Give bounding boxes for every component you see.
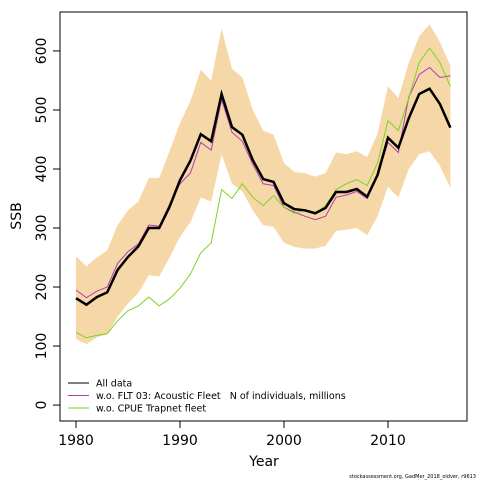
series-line xyxy=(75,47,451,339)
y-tick-label: 200 xyxy=(34,274,50,301)
x-tick-label: 1980 xyxy=(58,433,94,449)
x-tick-label: 1990 xyxy=(162,433,198,449)
y-tick-label: 600 xyxy=(34,38,50,65)
plot-frame xyxy=(59,11,468,422)
y-tick-label: 100 xyxy=(34,333,50,360)
y-tick-label: 0 xyxy=(34,401,50,410)
footnote: stockassessment.org, GadMer_2018_oldver,… xyxy=(349,474,476,480)
legend-label: All data xyxy=(96,379,132,390)
y-axis-title: SSB xyxy=(9,202,25,229)
series-line xyxy=(75,87,452,307)
x-axis-title: Year xyxy=(248,454,279,470)
y-tick-label: 300 xyxy=(34,215,50,242)
y-tick-label: 500 xyxy=(34,97,50,124)
legend-label: w.o. FLT 03: Acoustic Fleet N of individ… xyxy=(96,391,346,402)
confidence-band xyxy=(76,24,451,345)
x-tick-label: 2000 xyxy=(266,433,302,449)
x-tick-label: 2010 xyxy=(370,433,406,449)
y-tick-label: 400 xyxy=(34,156,50,183)
legend-label: w.o. CPUE Trapnet fleet xyxy=(96,404,206,415)
